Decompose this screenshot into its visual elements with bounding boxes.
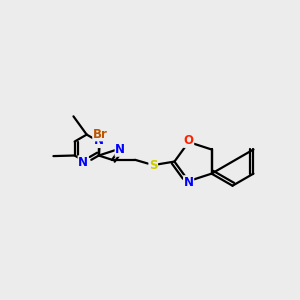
Text: N: N — [184, 176, 194, 189]
Text: O: O — [184, 134, 194, 147]
Text: N: N — [115, 143, 125, 156]
Text: Br: Br — [93, 128, 108, 141]
Text: S: S — [149, 159, 158, 172]
Text: N: N — [94, 134, 104, 148]
Text: N: N — [78, 156, 88, 169]
